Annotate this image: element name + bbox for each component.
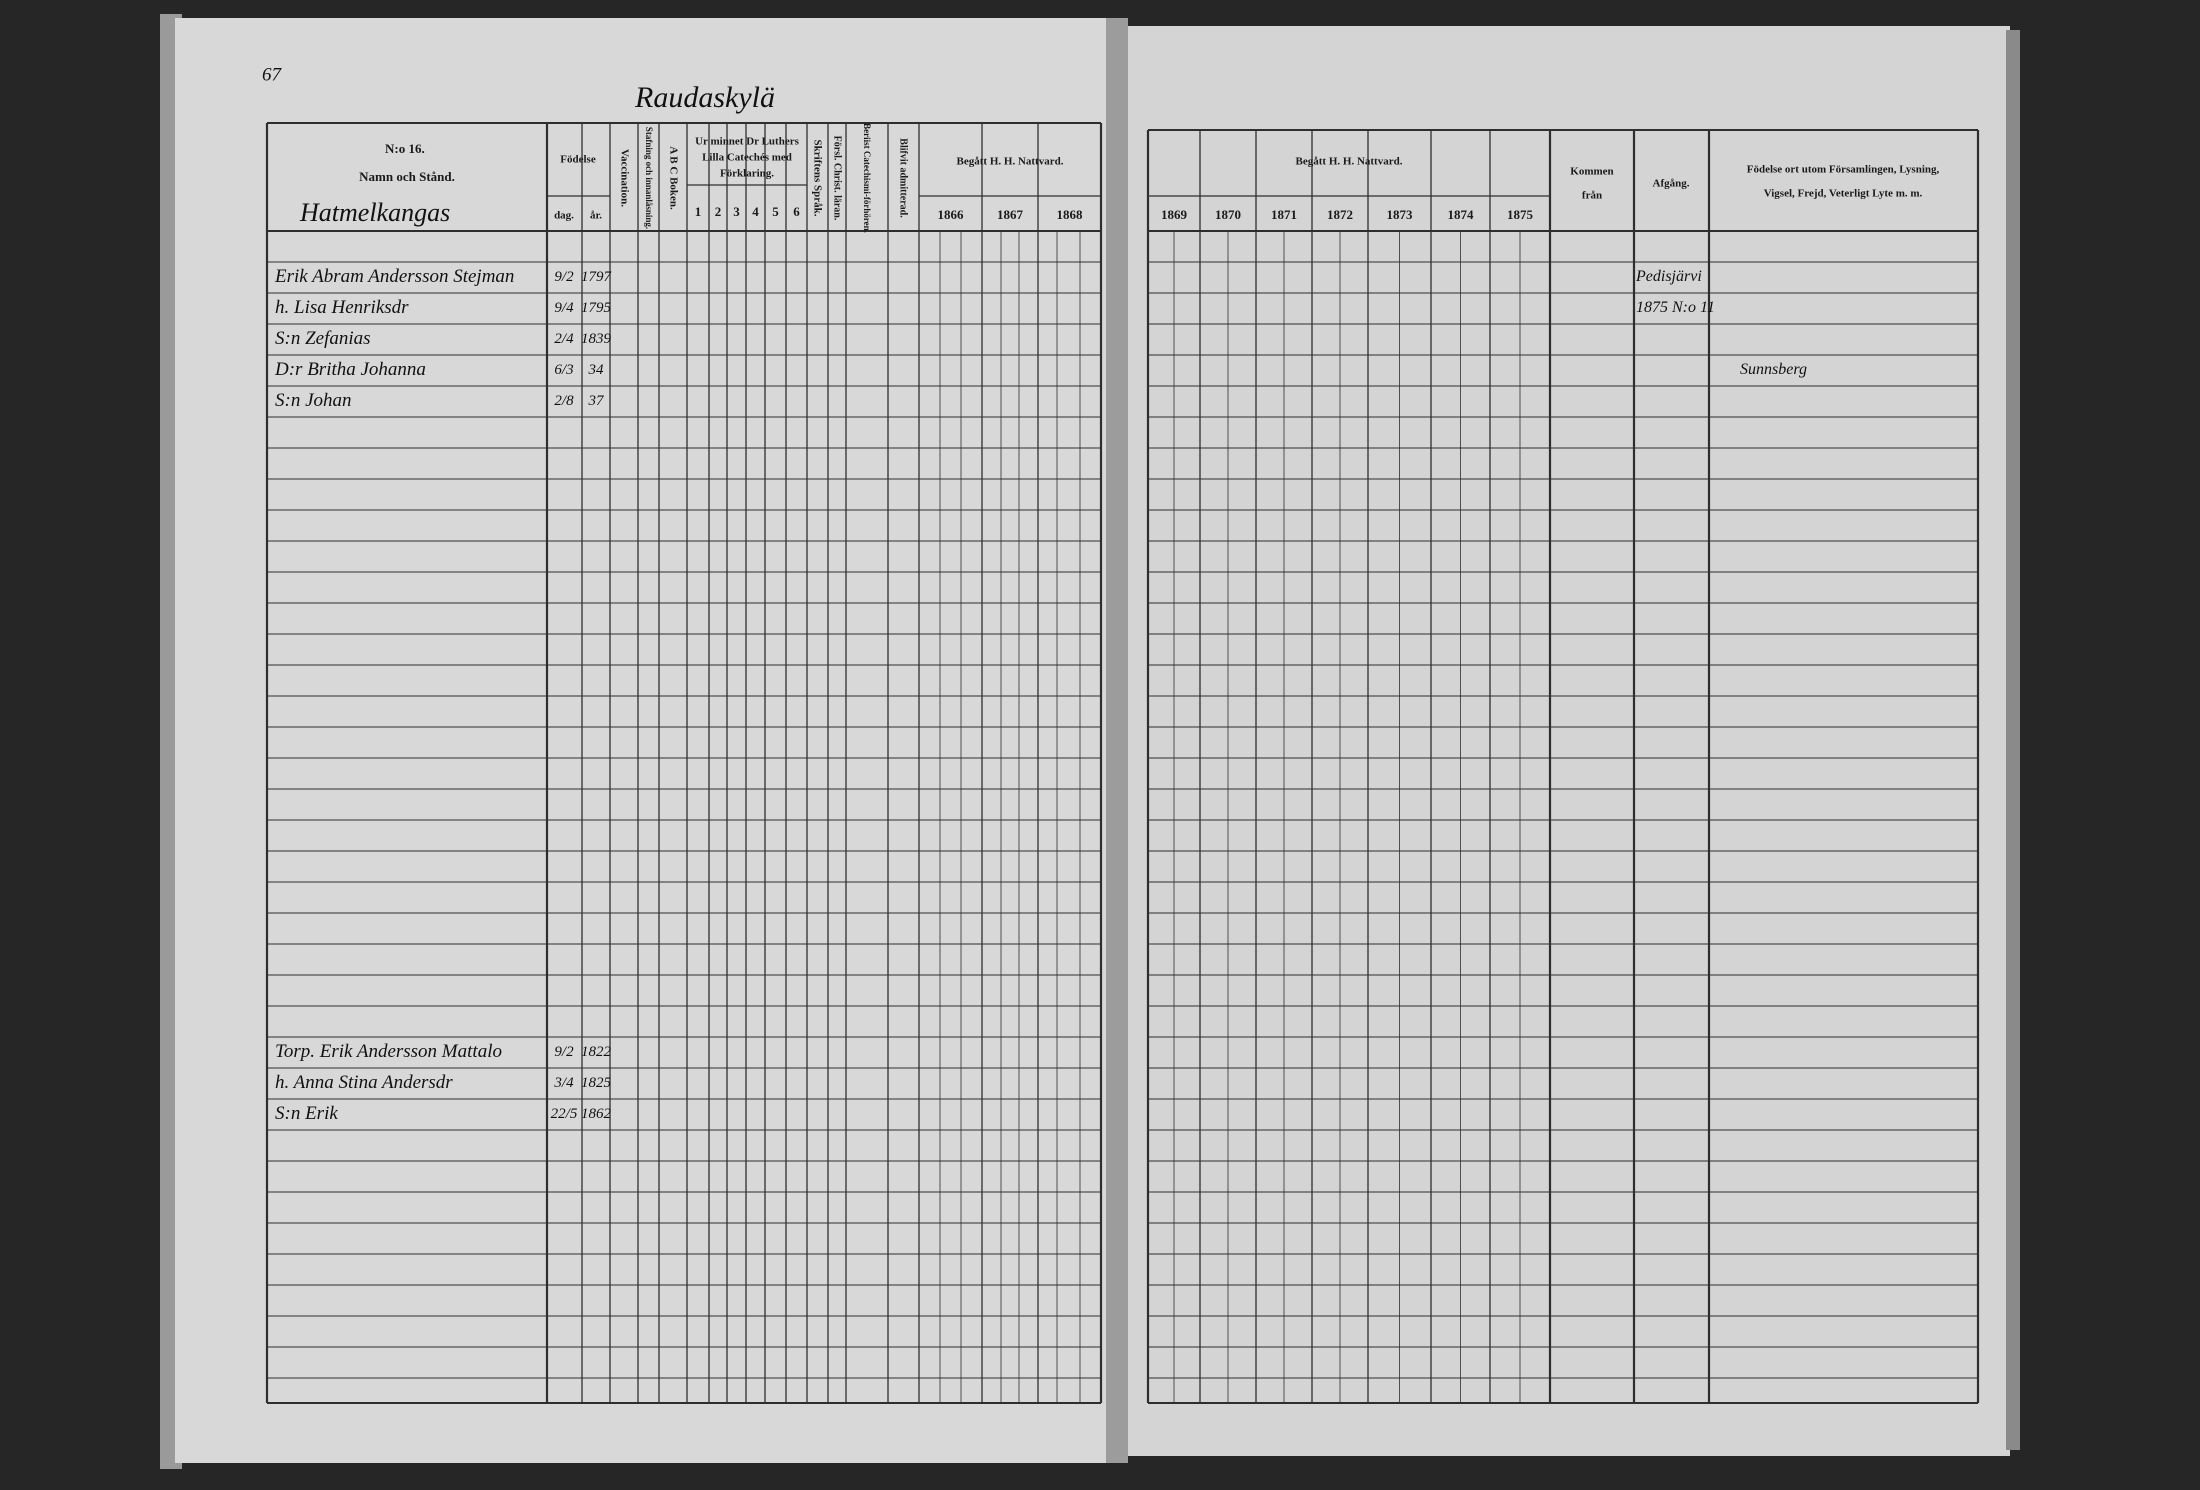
catechism-part: 2	[715, 204, 722, 219]
person-name: S:n Zefanias	[275, 328, 371, 349]
person-name: D:r Britha Johanna	[274, 359, 426, 380]
birth-day: 9/2	[554, 269, 574, 285]
header: Skriftens Språk.	[811, 139, 823, 216]
birth-day: 2/8	[554, 393, 574, 409]
header: Begått H. H. Nattvard.	[1296, 156, 1403, 168]
header: Beriist Catechismi-förhören.	[862, 123, 872, 233]
year: 1869	[1161, 207, 1188, 222]
page-number: 67	[262, 64, 283, 85]
person-name: S:n Erik	[275, 1103, 338, 1124]
note: Pedisjärvi	[1635, 268, 1702, 285]
header: Förklaring.	[720, 168, 774, 180]
year: 1873	[1387, 207, 1414, 222]
header: Försl. Christ. läran.	[832, 136, 843, 221]
birth-year: 1862	[581, 1106, 612, 1122]
page-edges	[2006, 30, 2020, 1450]
catechism-part: 6	[793, 204, 800, 219]
ruling	[265, 122, 1980, 1404]
village: Raudaskylä	[634, 81, 775, 114]
header: Födelse ort utom Församlingen, Lysning,	[1747, 164, 1940, 176]
header: dag.	[554, 210, 574, 222]
left-page	[175, 18, 1120, 1463]
year: 1870	[1215, 207, 1241, 222]
person-name: Torp. Erik Andersson Mattalo	[275, 1041, 502, 1062]
header: Kommen	[1570, 166, 1613, 178]
catechism-part: 4	[752, 204, 759, 219]
note: 1875 N:o 11	[1636, 299, 1715, 316]
header: Namn och Stånd.	[359, 169, 455, 184]
year: 1867	[997, 207, 1024, 222]
header: A B C Boken.	[667, 146, 679, 210]
number: N:o 16.	[385, 141, 425, 156]
birth-year: 1797	[581, 269, 613, 285]
birth-day: 9/2	[554, 1044, 574, 1060]
note: Sunnsberg	[1740, 361, 1807, 378]
header: Födelse	[560, 154, 596, 166]
year: 1868	[1057, 207, 1084, 222]
farm: Hatmelkangas	[299, 198, 450, 227]
header: Lilla Catechés med	[702, 152, 792, 164]
birth-year: 1795	[581, 300, 612, 316]
birth-day: 6/3	[554, 362, 573, 378]
catechism-part: 1	[695, 204, 702, 219]
birth-year: 34	[588, 362, 605, 378]
header: Vigsel, Frejd, Veterligt Lyte m. m.	[1764, 188, 1923, 200]
birth-year: 37	[588, 393, 606, 409]
header: Stafning och innanläsning.	[644, 127, 654, 229]
year: 1871	[1271, 207, 1297, 222]
birth-year: 1825	[581, 1075, 612, 1091]
header: Afgång.	[1653, 178, 1690, 190]
header: Vaccination.	[618, 149, 630, 207]
person-name: S:n Johan	[275, 390, 352, 411]
catechism-part: 5	[772, 204, 779, 219]
header: Ur minnet Dr Luthers	[695, 136, 800, 148]
year: 1875	[1507, 207, 1534, 222]
birth-day: 22/5	[551, 1106, 578, 1122]
birth-year: 1822	[581, 1044, 612, 1060]
birth-day: 3/4	[553, 1075, 574, 1091]
gutter	[1106, 18, 1128, 1463]
year: 1872	[1327, 207, 1353, 222]
person-name: h. Anna Stina Andersdr	[275, 1072, 453, 1093]
birth-day: 9/4	[554, 300, 574, 316]
year: 1874	[1448, 207, 1475, 222]
header: Blifvit admitterad.	[898, 138, 909, 218]
header: Begått H. H. Nattvard.	[957, 156, 1064, 168]
birth-year: 1839	[581, 331, 612, 347]
right-page	[1125, 26, 2010, 1456]
person-name: h. Lisa Henriksdr	[275, 297, 409, 318]
catechism-part: 3	[733, 204, 740, 219]
year: 1866	[938, 207, 965, 222]
birth-day: 2/4	[554, 331, 574, 347]
person-name: Erik Abram Andersson Stejman	[274, 266, 514, 287]
header: från	[1582, 190, 1602, 202]
header: år.	[590, 210, 602, 222]
